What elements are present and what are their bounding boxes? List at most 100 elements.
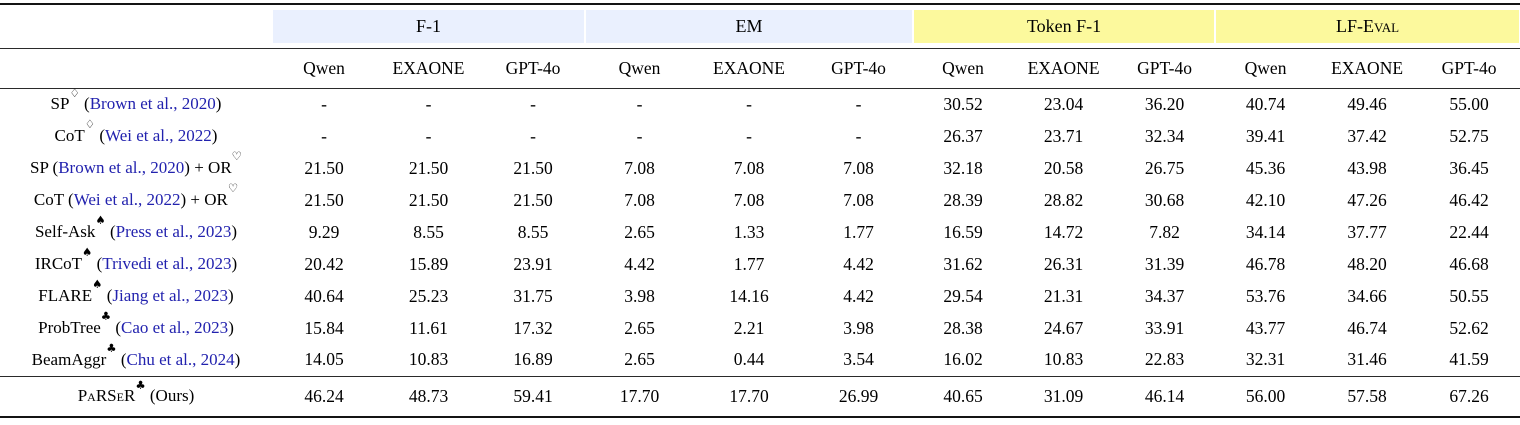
value-cell: 1.77 bbox=[733, 253, 765, 274]
value-cell: - bbox=[855, 93, 862, 114]
method-label: ProbTree♣ (Cao et al., 2023) bbox=[38, 309, 234, 337]
citation-link[interactable]: Trivedi et al., 2023 bbox=[102, 254, 232, 273]
value-cell: 26.75 bbox=[1144, 157, 1185, 178]
value-cell: 47.26 bbox=[1347, 189, 1387, 210]
f1-band: F-1 bbox=[273, 10, 585, 44]
value-cell: 36.45 bbox=[1449, 157, 1489, 178]
method-label: CoT (Wei et al., 2022) + OR♡ bbox=[33, 181, 239, 209]
value-cell: 67.26 bbox=[1449, 385, 1489, 406]
model-header-gpt4o: GPT-4o bbox=[1137, 57, 1192, 78]
value-cell: - bbox=[425, 125, 432, 146]
value-cell: 34.37 bbox=[1144, 285, 1185, 306]
value-cell: - bbox=[746, 93, 752, 114]
citation-link[interactable]: Chu et al., 2024 bbox=[126, 349, 235, 369]
method-row: SP (Brown et al., 2020) + OR♡ 21.50 21.50 2… bbox=[0, 149, 1520, 184]
value-cell: 57.58 bbox=[1347, 385, 1387, 406]
value-cell: 46.74 bbox=[1347, 317, 1387, 338]
suit-symbol-icon: ♡ bbox=[231, 149, 242, 164]
method-row: Self-Ask♠ (Press et al., 2023) 9.29 8.55 8.… bbox=[0, 213, 1520, 248]
citation-link[interactable]: Brown et al., 2020 bbox=[58, 158, 185, 177]
value-cell: - bbox=[855, 125, 862, 146]
value-cell: 43.98 bbox=[1347, 157, 1387, 178]
citation-link[interactable]: Wei et al., 2022 bbox=[105, 126, 212, 145]
value-cell: 43.77 bbox=[1245, 317, 1286, 338]
value-cell: 15.84 bbox=[304, 317, 344, 338]
suit-symbol-icon: ♠ bbox=[95, 213, 106, 228]
citation-link[interactable]: Brown et al., 2020 bbox=[89, 94, 216, 114]
value-cell: 25.23 bbox=[408, 285, 449, 306]
value-cell: 26.37 bbox=[943, 125, 983, 146]
value-cell: 26.31 bbox=[1043, 253, 1084, 274]
value-cell: 10.83 bbox=[408, 349, 449, 370]
value-cell: 31.62 bbox=[943, 253, 983, 274]
value-cell: - bbox=[425, 93, 432, 114]
value-cell: 52.62 bbox=[1449, 317, 1489, 338]
suit-symbol-icon: ♣ bbox=[100, 309, 112, 324]
value-cell: 4.42 bbox=[843, 285, 874, 306]
method-row: BeamAggr♣ (Chu et al., 2024) 14.05 10.83 16… bbox=[0, 341, 1520, 376]
method-label: IRCoT♠ (Trivedi et al., 2023) bbox=[34, 245, 238, 273]
value-cell: - bbox=[321, 125, 327, 146]
suit-symbol-icon: ♡ bbox=[227, 181, 239, 196]
value-cell: 17.70 bbox=[729, 385, 769, 406]
method-row: CoT♢ (Wei et al., 2022) - - - - - - 26.37 23.71 3… bbox=[0, 119, 1520, 152]
value-cell: 7.08 bbox=[733, 189, 765, 210]
value-cell: 17.70 bbox=[619, 385, 660, 406]
citation-link[interactable]: Press et al., 2023 bbox=[115, 222, 232, 241]
value-cell: 23.04 bbox=[1043, 93, 1084, 114]
method-name: Self-Ask bbox=[34, 222, 96, 241]
value-cell: 16.89 bbox=[513, 349, 553, 370]
value-cell: 24.67 bbox=[1043, 317, 1084, 338]
method-label: PaRSeR♣ (Ours) bbox=[77, 377, 195, 406]
value-cell: 14.16 bbox=[729, 285, 769, 306]
method-row: SP♢ (Brown et al., 2020) - - - - - - 30.52 23.04… bbox=[0, 85, 1520, 120]
method-name: BeamAggr bbox=[31, 349, 107, 369]
model-header-qwen: Qwen bbox=[1244, 57, 1287, 78]
value-cell: 53.76 bbox=[1245, 285, 1286, 306]
group-header-f1: F-1 bbox=[272, 4, 585, 48]
value-cell: 10.83 bbox=[1043, 349, 1084, 370]
citation-link[interactable]: Cao et al., 2023 bbox=[121, 318, 229, 337]
model-header-gpt4o: GPT-4o bbox=[505, 57, 561, 78]
value-cell: 21.50 bbox=[304, 189, 344, 210]
value-cell: 7.08 bbox=[843, 157, 874, 178]
value-cell: 1.77 bbox=[843, 221, 874, 242]
value-cell: 20.42 bbox=[304, 253, 344, 274]
value-cell: 8.55 bbox=[517, 221, 549, 242]
value-cell: 48.73 bbox=[408, 385, 449, 406]
value-cell: 28.82 bbox=[1043, 189, 1084, 210]
value-cell: 37.77 bbox=[1347, 221, 1387, 242]
value-cell: 46.42 bbox=[1449, 189, 1489, 210]
value-cell: 3.54 bbox=[843, 349, 874, 370]
final-method-row: PaRSeR♣ (Ours) 46.24 48.73 59.41 17.70 17.70 2… bbox=[0, 376, 1520, 417]
value-cell: 21.50 bbox=[408, 189, 449, 210]
value-cell: 33.91 bbox=[1144, 317, 1185, 338]
method-row: FLARE♠ (Jiang et al., 2023) 40.64 25.23 31.… bbox=[0, 277, 1520, 312]
value-cell: 7.82 bbox=[1149, 221, 1180, 242]
value-cell: 4.42 bbox=[843, 253, 874, 274]
value-cell: - bbox=[636, 125, 643, 146]
suit-symbol-icon: ♢ bbox=[69, 85, 80, 100]
value-cell: 45.36 bbox=[1245, 157, 1286, 178]
method-label: FLARE♠ (Jiang et al., 2023) bbox=[38, 277, 234, 305]
value-cell: 2.65 bbox=[624, 317, 655, 338]
group-header-em: EM bbox=[585, 4, 913, 48]
citation-link[interactable]: Wei et al., 2022 bbox=[73, 190, 181, 209]
model-header-qwen: Qwen bbox=[942, 57, 984, 78]
value-cell: 30.52 bbox=[943, 93, 983, 114]
value-cell: 31.39 bbox=[1144, 253, 1185, 274]
value-cell: 21.50 bbox=[304, 157, 344, 178]
method-row: ProbTree♣ (Cao et al., 2023) 15.84 11.61 17… bbox=[0, 309, 1520, 344]
lf-eval-band: LF-Eval bbox=[1216, 10, 1520, 44]
suit-symbol-icon: ♣ bbox=[135, 377, 146, 392]
value-cell: 34.66 bbox=[1347, 285, 1387, 306]
value-cell: - bbox=[530, 125, 536, 146]
method-name: PaRSeR bbox=[77, 386, 136, 406]
method-name: CoT bbox=[33, 190, 64, 209]
citation-link[interactable]: Jiang et al., 2023 bbox=[112, 286, 229, 305]
value-cell: 29.54 bbox=[943, 285, 983, 306]
value-cell: 40.74 bbox=[1245, 93, 1286, 114]
suit-symbol-icon: ♣ bbox=[106, 341, 117, 356]
value-cell: 55.00 bbox=[1449, 93, 1489, 114]
value-cell: 26.99 bbox=[838, 385, 879, 406]
